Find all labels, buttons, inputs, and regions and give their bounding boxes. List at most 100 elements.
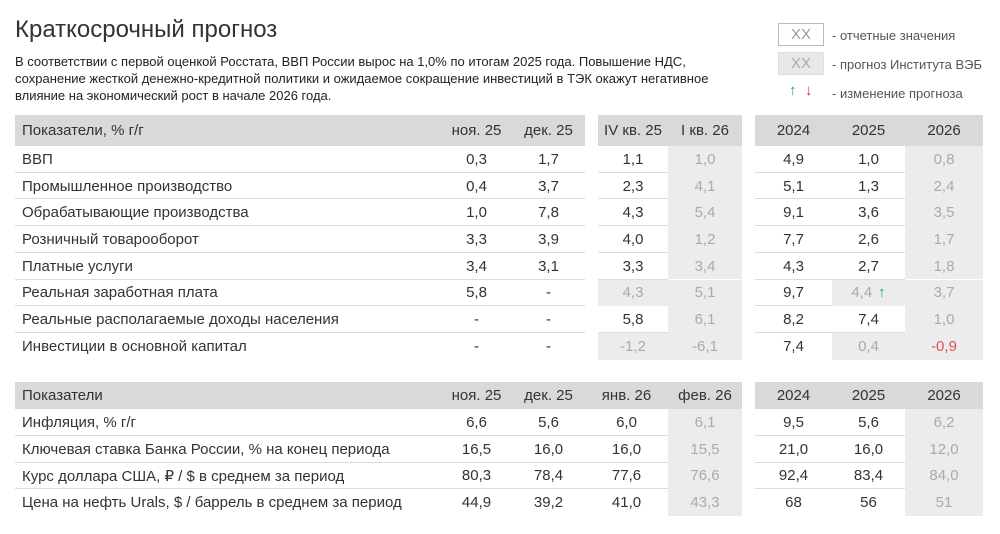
row-label: Инфляция, % г/г: [22, 413, 136, 431]
row-line: [512, 198, 585, 200]
row-line: [15, 434, 441, 436]
cell-text: 4,3: [622, 284, 644, 302]
cell-text: 3,7: [933, 284, 955, 302]
cell-text: 1,8: [933, 257, 955, 275]
row-line: [585, 488, 668, 490]
cell-text: 2,3: [622, 177, 644, 195]
cell-text: 3,6: [858, 204, 879, 222]
cell: 1,7: [905, 226, 983, 253]
cell-text: 3,9: [538, 230, 559, 248]
cell: 16,0: [585, 436, 668, 463]
cell: 6,1: [668, 306, 742, 333]
cell-text: 2,6: [858, 230, 879, 248]
cell: 0,3: [441, 146, 512, 173]
row-line: [441, 305, 512, 307]
row-line: [512, 305, 585, 307]
cell-text: 68: [785, 494, 802, 512]
cell: 1,0: [668, 146, 742, 173]
cell: 1,2: [668, 226, 742, 253]
cell: 5,8: [441, 280, 512, 307]
cell-text: 12,0: [929, 440, 959, 458]
change-arrow: ↑: [878, 284, 886, 302]
cell-text: 7,8: [538, 204, 559, 222]
cell: 21,0: [755, 436, 832, 463]
column-header: I кв. 26: [668, 115, 742, 146]
cell: 1,8: [905, 252, 983, 280]
cell-text: -: [546, 337, 551, 355]
column-header: янв. 26: [585, 382, 668, 409]
cell-text: 3,7: [538, 177, 559, 195]
row-line: [585, 434, 668, 436]
cell: 5,6: [832, 409, 905, 436]
cell-text: 5,6: [858, 413, 879, 431]
legend-arrow-down: ↓: [805, 82, 813, 99]
cell: 4,3: [755, 253, 832, 280]
cell-text: 1,7: [538, 150, 559, 168]
cell-text: 3,4: [466, 257, 487, 275]
cell-text: 5,1: [783, 177, 804, 195]
cell: 4,3: [598, 279, 668, 307]
cell: 3,4: [441, 253, 512, 280]
cell: 3,5: [905, 199, 983, 227]
row-label: Обрабатывающие производства: [22, 204, 249, 222]
cell: 56: [832, 489, 905, 516]
row-line: [512, 434, 585, 436]
row-line: [755, 488, 832, 490]
cell-text: 16,5: [461, 440, 492, 458]
cell: 5,4: [668, 199, 742, 227]
cell-text: 3,1: [538, 257, 559, 275]
row-line: [441, 434, 512, 436]
cell: 2,6: [832, 226, 905, 253]
row-line: [512, 171, 585, 173]
cell-text: -1,2: [620, 337, 646, 355]
cell: 4,3: [598, 199, 668, 226]
row-line: [15, 251, 441, 253]
cell: 4,1: [668, 172, 742, 200]
cell: 4,0: [598, 226, 668, 253]
column-header: 2026: [905, 382, 983, 409]
row-line: [512, 488, 585, 490]
cell: 83,4: [832, 463, 905, 490]
cell: 1,1: [598, 146, 668, 173]
cell: 77,6: [585, 463, 668, 490]
cell-text: 2,7: [858, 257, 879, 275]
cell-text: 78,4: [533, 467, 564, 485]
cell-text: 0,4: [858, 337, 879, 355]
row-line: [15, 225, 441, 227]
row-line: [441, 331, 512, 333]
description: В соответствии с первой оценкой Росстата…: [15, 54, 709, 103]
cell-text: 5,1: [694, 284, 716, 302]
cell: 6,2: [905, 409, 983, 436]
column-header: ноя. 25: [441, 382, 512, 409]
row-label: ВВП: [22, 150, 53, 168]
cell-text: 15,5: [690, 440, 720, 458]
row-line: [832, 171, 905, 173]
row-line: [441, 198, 512, 200]
cell: 3,1: [512, 253, 585, 280]
row-line: [441, 461, 512, 463]
cell-text: 56: [860, 494, 877, 512]
cell-text: 6,0: [616, 413, 637, 431]
cell: 1,0: [832, 146, 905, 173]
row-label: Реальные располагаемые доходы населения: [22, 311, 339, 329]
cell-text: 92,4: [778, 467, 809, 485]
cell-text: 51: [935, 494, 953, 512]
cell-text: 3,3: [466, 230, 487, 248]
cell: 41,0: [585, 489, 668, 516]
cell: 3,6: [832, 199, 905, 226]
cell: 2,4: [905, 172, 983, 200]
cell: 78,4: [512, 463, 585, 490]
row-label: Розничный товарооборот: [22, 230, 199, 248]
row-line: [15, 198, 441, 200]
column-header: ноя. 25: [441, 115, 512, 146]
cell-text: -6,1: [692, 337, 718, 355]
cell: -: [512, 333, 585, 360]
cell-text: 1,1: [622, 150, 644, 168]
row-line: [512, 461, 585, 463]
cell: 68: [755, 489, 832, 516]
cell: 3,7: [512, 173, 585, 200]
row-line: [441, 488, 512, 490]
row-line: [15, 331, 441, 333]
cell: 9,7: [755, 280, 832, 307]
